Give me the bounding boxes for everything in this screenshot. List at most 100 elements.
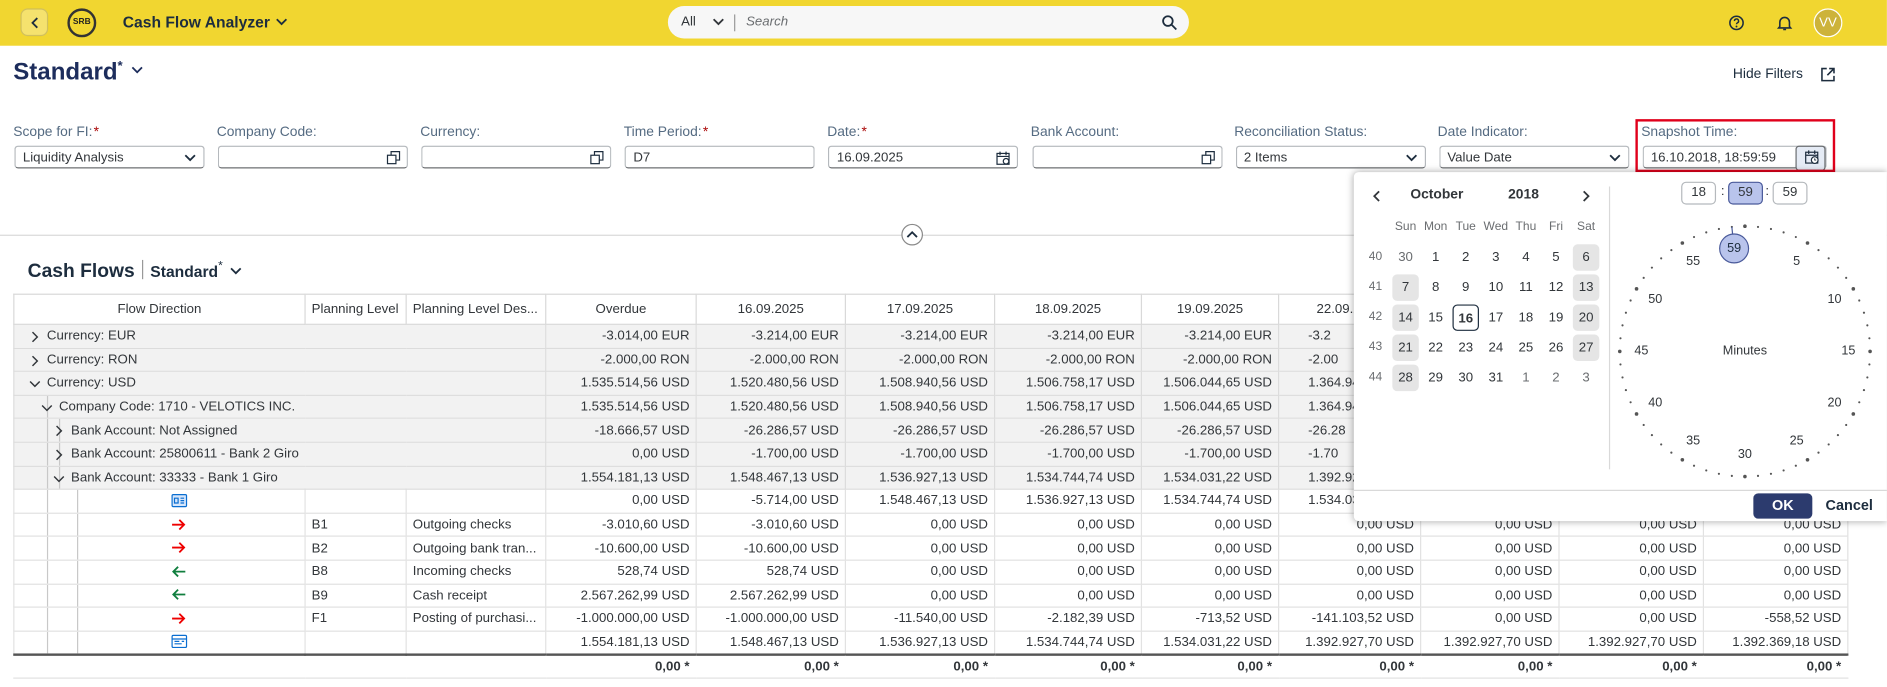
clock-tick	[1866, 376, 1868, 378]
amount-cell: 0,00 USD	[995, 584, 1142, 608]
flow-direction	[14, 489, 305, 513]
clock-tick	[1718, 473, 1720, 475]
totals-label	[14, 654, 546, 678]
clock-tick	[1868, 337, 1870, 339]
total-amount: 0,00 *	[1379, 659, 1414, 673]
table-title-text: Cash Flows	[28, 262, 135, 282]
amount: 1.506.044,65 USD	[1163, 400, 1272, 414]
filter-field[interactable]	[1032, 146, 1222, 169]
filter-field[interactable]	[421, 146, 611, 169]
amount-cell: 1.554.181,13 USD	[546, 466, 696, 490]
clock-tick	[1845, 424, 1847, 426]
clock-tick	[1681, 458, 1685, 462]
amount: -2.182,39 USD	[1047, 612, 1135, 626]
selected-minute: 59	[1727, 241, 1741, 255]
table-variant-caret	[229, 264, 243, 278]
amount: 528,74 USD	[617, 565, 689, 579]
app-title-text: Cash Flow Analyzer	[123, 13, 270, 31]
filter-field[interactable]: 16.09.2025	[828, 146, 1018, 169]
amount-cell: 1.535.514,56 USD	[546, 371, 696, 395]
expand-row	[53, 425, 65, 437]
clock-tick	[1635, 412, 1639, 416]
amount: -1.000.000,00 USD	[576, 612, 689, 626]
hide-filters[interactable]: Hide Filters	[1733, 67, 1803, 81]
filter-field[interactable]: Value Date	[1439, 146, 1629, 169]
amount: 1.535.514,56 USD	[581, 376, 690, 390]
amount: 2.567.262,99 USD	[581, 588, 690, 602]
amount: 1.534.03	[1308, 494, 1360, 508]
filter-label: Time Period:*	[624, 125, 709, 139]
amount-cell: 1.548.467,13 USD	[696, 631, 845, 655]
planning-level: B8	[305, 560, 406, 584]
amount: -558,52 USD	[1765, 612, 1842, 626]
collapse-header[interactable]	[901, 224, 923, 246]
app-title[interactable]: Cash Flow Analyzer	[123, 13, 289, 31]
total-amount: 0,00 *	[1807, 659, 1842, 673]
amount: 1.392.369,18 USD	[1732, 635, 1841, 649]
amount: -26.286,57 USD	[893, 423, 988, 437]
column-header: 18.09.2025	[995, 294, 1142, 324]
filter-field[interactable]: D7	[625, 146, 815, 169]
amount: -3.214,00 EUR	[751, 329, 839, 343]
total-cell: 0,00 *	[1703, 654, 1847, 678]
user-avatar[interactable]: VV	[1814, 8, 1843, 37]
filter-label: Date:*	[827, 125, 867, 139]
amount-cell: 0,00 USD	[1559, 584, 1703, 608]
column-header-text: Planning Level Des...	[413, 302, 538, 316]
amount: -10.600,00 USD	[744, 541, 839, 555]
description-text: Posting of purchasi...	[413, 612, 537, 626]
highlight-box	[1635, 119, 1835, 172]
column-header-text: Flow Direction	[118, 302, 202, 316]
amount-cell: -1.700,00 USD	[995, 442, 1142, 466]
clock-tick	[1621, 324, 1623, 326]
select-caret	[183, 150, 197, 164]
flow-direction	[14, 631, 305, 655]
amount-cell: 1.534.744,74 USD	[1141, 489, 1278, 513]
search-field[interactable]: All Search	[668, 6, 1189, 38]
amount: 1.534.031,22 USD	[1163, 470, 1272, 484]
amount-cell: 1.548.467,13 USD	[845, 489, 994, 513]
total-cell: 0,00 *	[696, 654, 845, 678]
clock-tick	[1619, 337, 1621, 339]
amount: 1.520.480,56 USD	[730, 400, 839, 414]
amount-cell: 1.554.181,13 USD	[546, 631, 696, 655]
planning-level-description: Outgoing bank tran...	[406, 537, 546, 561]
amount: -11.540,00 USD	[894, 612, 988, 626]
amount: 0,00 USD	[632, 447, 689, 461]
tree-line	[47, 561, 48, 583]
cancel-button[interactable]: Cancel	[1826, 493, 1873, 518]
amount-cell: 1.534.031,22 USD	[1141, 631, 1278, 655]
amount: 1.534.744,74 USD	[1026, 470, 1135, 484]
tree-line	[47, 514, 48, 536]
amount-cell: -5.714,00 USD	[696, 489, 845, 513]
amount: 1.536.927,13 USD	[879, 470, 988, 484]
amount-cell: 1.392.369,18 USD	[1703, 631, 1847, 655]
filter-field[interactable]: 2 Items	[1235, 146, 1425, 169]
table-variant[interactable]: Standard	[150, 263, 218, 281]
amount-cell: 1.535.514,56 USD	[546, 395, 696, 419]
variant-title[interactable]: Standard*	[13, 59, 144, 87]
collapse-row	[29, 378, 41, 390]
filter-field[interactable]	[218, 146, 408, 169]
ok-button[interactable]: OK	[1753, 493, 1812, 518]
amount-cell: 1.506.758,17 USD	[995, 371, 1142, 395]
amount-cell: 0,00 USD	[1559, 607, 1703, 631]
amount-cell: 0,00 USD	[1703, 560, 1847, 584]
total-cell: 0,00 *	[1559, 654, 1703, 678]
clock-tick	[1625, 389, 1627, 391]
amount-cell: -3.214,00 EUR	[696, 324, 845, 348]
filter-field[interactable]: Liquidity Analysis	[14, 146, 204, 169]
amount: 1.364.94	[1308, 400, 1360, 414]
total-cell: 0,00 *	[1279, 654, 1421, 678]
search-placeholder: Search	[746, 14, 788, 28]
filter-label-text: Company Code:	[217, 125, 317, 139]
back-button[interactable]	[20, 8, 48, 36]
clock-tick	[1630, 299, 1632, 301]
amount-cell: -3.010,60 USD	[696, 513, 845, 537]
clock-tick	[1630, 401, 1632, 403]
clock-tick	[1660, 257, 1662, 259]
amount-cell: -1.700,00 USD	[696, 442, 845, 466]
search-scope: All	[681, 14, 696, 28]
amount: 1.392.927,70 USD	[1305, 635, 1414, 649]
amount-cell: 0,00 USD	[1141, 584, 1278, 608]
